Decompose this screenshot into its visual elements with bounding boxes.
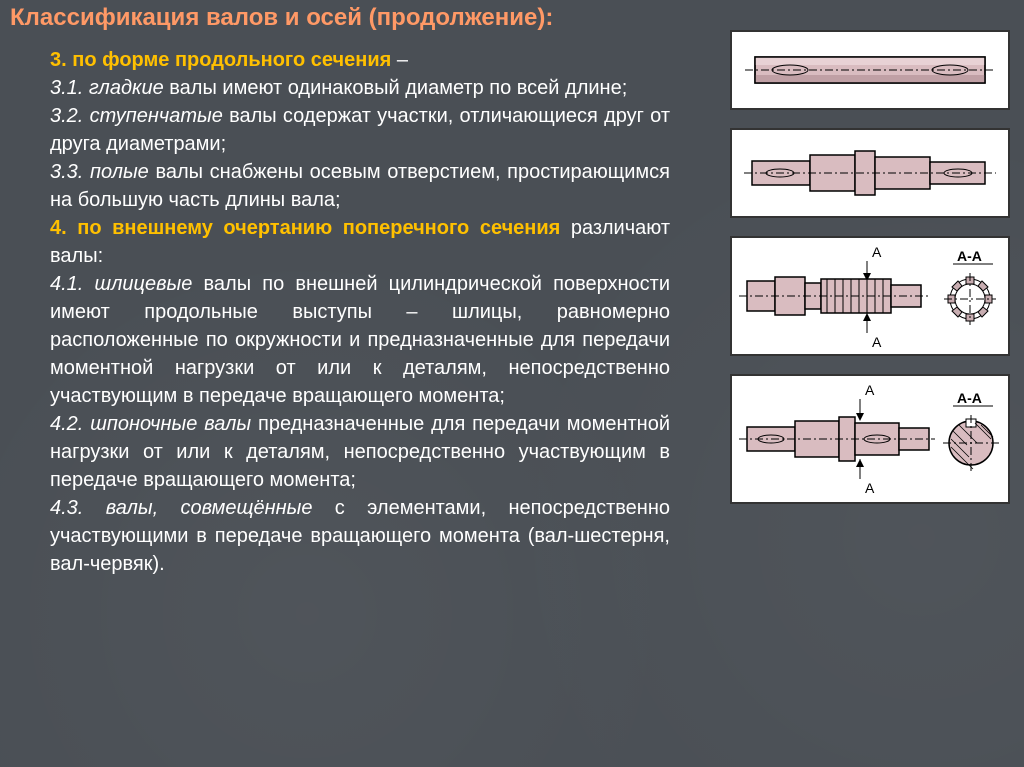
diagram-splined-shaft: A A A [730, 236, 1010, 356]
item-4-3-num: 4.3. [50, 497, 106, 519]
item-3-1-num: 3.1. [50, 77, 89, 99]
section-4-head: 4. по внешнему очертанию поперечного сеч… [50, 217, 560, 239]
item-3-2-term: ступенчатые [90, 105, 223, 127]
section-3-dash: – [391, 49, 408, 71]
item-3-1-rest: валы имеют одинаковый диаметр по всей дл… [164, 77, 628, 99]
section-aa-label-1: A-A [957, 248, 982, 264]
item-4-2-num: 4.2. [50, 413, 90, 435]
item-4-2-term: шпоночные валы [90, 413, 251, 435]
item-3-2-num: 3.2. [50, 105, 90, 127]
slide-title: Классификация валов и осей (продолжение)… [10, 4, 553, 32]
smooth-shaft-svg [740, 35, 1000, 105]
diagram-smooth-shaft [730, 30, 1010, 110]
item-3-1-term: гладкие [89, 77, 164, 99]
diagram-keyed-shaft: A A A-A [730, 374, 1010, 504]
splined-shaft-svg: A A A [735, 241, 1005, 351]
section-label-a-top-2: A [865, 382, 875, 398]
section-aa-label-2: A-A [957, 390, 982, 406]
section-label-a-top: A [872, 244, 882, 260]
content-body: 3. по форме продольного сечения – 3.1. г… [50, 46, 670, 578]
item-4-1-num: 4.1. [50, 273, 95, 295]
item-3-3-num: 3.3. [50, 161, 90, 183]
diagrams-column: A A A [730, 30, 1010, 504]
keyed-shaft-svg: A A A-A [735, 379, 1005, 499]
slide: Классификация валов и осей (продолжение)… [0, 0, 1024, 767]
item-4-3-term: валы, совмещённые [106, 497, 313, 519]
stepped-shaft-svg [740, 133, 1000, 213]
section-3-head: 3. по форме продольного сечения [50, 49, 391, 71]
diagram-stepped-shaft [730, 128, 1010, 218]
section-label-a-bot-2: A [865, 480, 875, 496]
section-label-a-bot: A [872, 334, 882, 350]
item-4-1-term: шлицевые [95, 273, 193, 295]
item-3-3-term: полые [90, 161, 149, 183]
